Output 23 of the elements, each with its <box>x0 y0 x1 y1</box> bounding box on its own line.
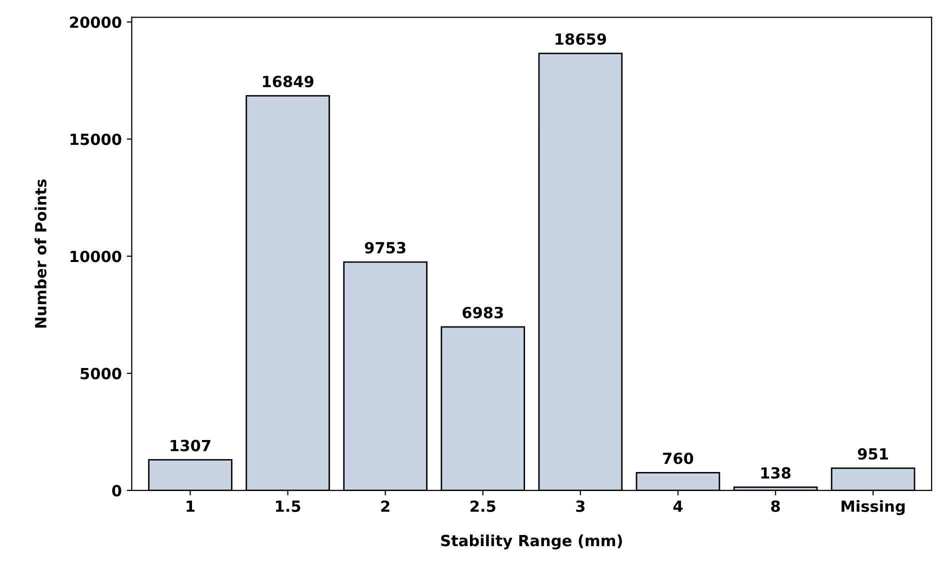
y-tick-label: 20000 <box>70 16 122 28</box>
x-tick-label: 1.5 <box>276 500 300 512</box>
x-tick-label: Missing <box>842 500 905 516</box>
y-tick-label: 15000 <box>70 134 122 146</box>
data-label: 16849 <box>262 76 314 88</box>
data-label: 6983 <box>462 306 503 318</box>
y-axis-title: Number of Points <box>34 179 46 328</box>
y-tick-label: 10000 <box>70 250 122 262</box>
x-tick-label: 3 <box>576 500 585 512</box>
x-tick-label: 2.5 <box>470 500 496 512</box>
y-tick-label: 0 <box>112 484 122 496</box>
x-tick-label: 1 <box>186 500 195 512</box>
data-label: 1307 <box>170 440 210 452</box>
y-tick-label: 5000 <box>80 368 122 380</box>
x-tick-label: 8 <box>771 500 780 512</box>
x-tick-label: 4 <box>673 500 683 512</box>
x-axis-title: Stability Range (mm) <box>441 534 622 550</box>
data-label: 760 <box>663 452 694 464</box>
data-label: 18659 <box>556 33 606 45</box>
data-label: 951 <box>858 448 888 460</box>
data-label: 138 <box>761 467 791 479</box>
x-tick-label: 2 <box>381 500 390 512</box>
data-label: 9753 <box>364 242 406 254</box>
